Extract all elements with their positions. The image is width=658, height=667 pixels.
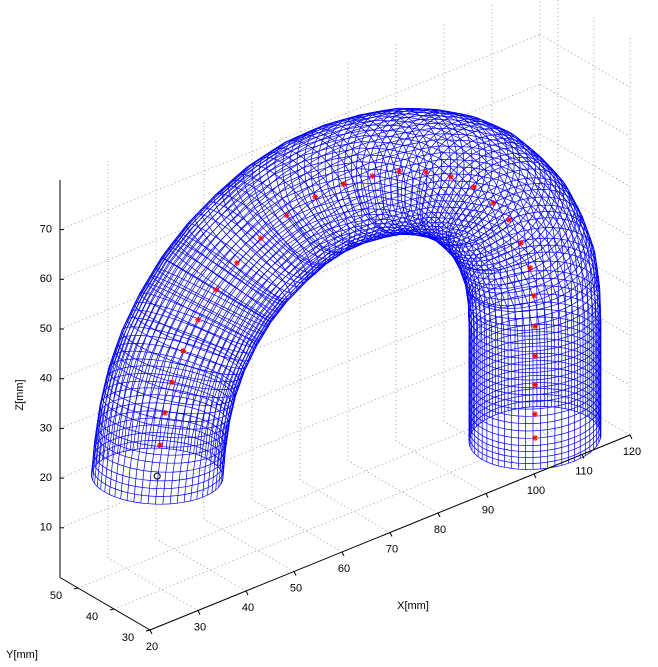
centerline-point [532, 411, 538, 417]
grid-line [540, 134, 630, 187]
x-axis-label: X[mm] [397, 600, 429, 612]
centerline-point [258, 235, 264, 241]
centerline-point [369, 173, 375, 179]
tube-ring [469, 368, 601, 431]
grid-line [444, 422, 534, 475]
x-tick-label: 120 [623, 446, 641, 458]
centerline-point [532, 323, 538, 329]
x-axis [150, 435, 630, 630]
centerline-point [506, 217, 512, 223]
x-tick-label: 50 [290, 582, 302, 594]
centerline-point [341, 181, 347, 187]
tube-ring [469, 395, 601, 458]
chart: 20 30 40 50 60 70 80 90 100 110 120 30 40 50 10 20 30 40 5… [0, 0, 658, 662]
centerline-point [448, 174, 454, 180]
centerline-point [213, 287, 219, 293]
z-tick-label: 10 [40, 522, 52, 534]
z-tick-label: 60 [40, 273, 52, 285]
z-axis-label: Z[mm] [14, 379, 26, 410]
x-tick [630, 435, 632, 439]
x-tick [438, 513, 440, 517]
x-tick-label: 100 [527, 485, 545, 497]
page: 20 30 40 50 60 70 80 90 100 110 120 30 40 50 10 20 30 40 5… [0, 0, 658, 662]
centerline-point [527, 265, 533, 271]
x-tick-label: 70 [386, 543, 398, 555]
x-tick-label: 60 [338, 563, 350, 575]
tube-ring [469, 310, 601, 373]
tube-ring [469, 339, 601, 402]
z-tick-label: 30 [40, 422, 52, 434]
centerline-point [157, 442, 163, 448]
centerline-point [195, 317, 201, 323]
grid-line [204, 519, 294, 572]
x-tick-label: 30 [194, 621, 206, 633]
grid-line [300, 480, 390, 533]
z-tick-label: 50 [40, 323, 52, 335]
tube-line [141, 140, 601, 503]
z-tick-label: 40 [40, 373, 52, 385]
centerline-point [518, 240, 524, 246]
centerline-point [532, 435, 538, 441]
z-tick-label: 70 [40, 224, 52, 236]
centerline-point [531, 293, 537, 299]
x-tick [342, 552, 344, 556]
centerline-point [162, 410, 168, 416]
x-tick [486, 494, 488, 498]
y-axis-label: Y[mm] [6, 649, 38, 661]
z-tick-label: 20 [40, 472, 52, 484]
x-tick-label: 90 [482, 504, 494, 516]
centerline-point [396, 168, 402, 174]
x-tick [246, 591, 248, 595]
centerline-point [532, 382, 538, 388]
tube-mesh [91, 108, 601, 504]
grid-line [60, 35, 540, 230]
y-tick-label: 50 [50, 590, 62, 602]
x-tick [534, 474, 536, 478]
start-point [154, 473, 160, 479]
centerline-point [532, 353, 538, 359]
y-tick-label: 40 [86, 611, 98, 623]
grid-line [540, 84, 630, 137]
x-tick-label: 110 [575, 465, 593, 477]
centerline-point [490, 200, 496, 206]
grid-line [348, 461, 438, 514]
y-axis [60, 578, 150, 631]
centerline-point [234, 260, 240, 266]
grid-line [78, 393, 558, 588]
x-tick [198, 611, 200, 615]
centerline-point [471, 184, 477, 190]
tube-line [220, 234, 498, 469]
x-tick-label: 20 [146, 641, 158, 653]
x-tick-label: 80 [434, 524, 446, 536]
centerline-point [312, 194, 318, 200]
grid-line [540, 35, 630, 88]
tube-line [217, 233, 492, 465]
centerline-point [180, 348, 186, 354]
grid-line [156, 539, 246, 592]
x-tick [150, 630, 152, 634]
y-tick-label: 30 [122, 632, 134, 644]
x-tick-label: 40 [242, 602, 254, 614]
grid-line [108, 558, 198, 611]
centerline-point [169, 379, 175, 385]
centerline-point [284, 212, 290, 218]
centerline-point [423, 169, 429, 175]
x-tick [390, 533, 392, 537]
x-tick [294, 572, 296, 576]
tube-line [101, 110, 583, 489]
grid-line [396, 441, 486, 494]
tube-line [124, 155, 490, 452]
grid-line [252, 500, 342, 553]
